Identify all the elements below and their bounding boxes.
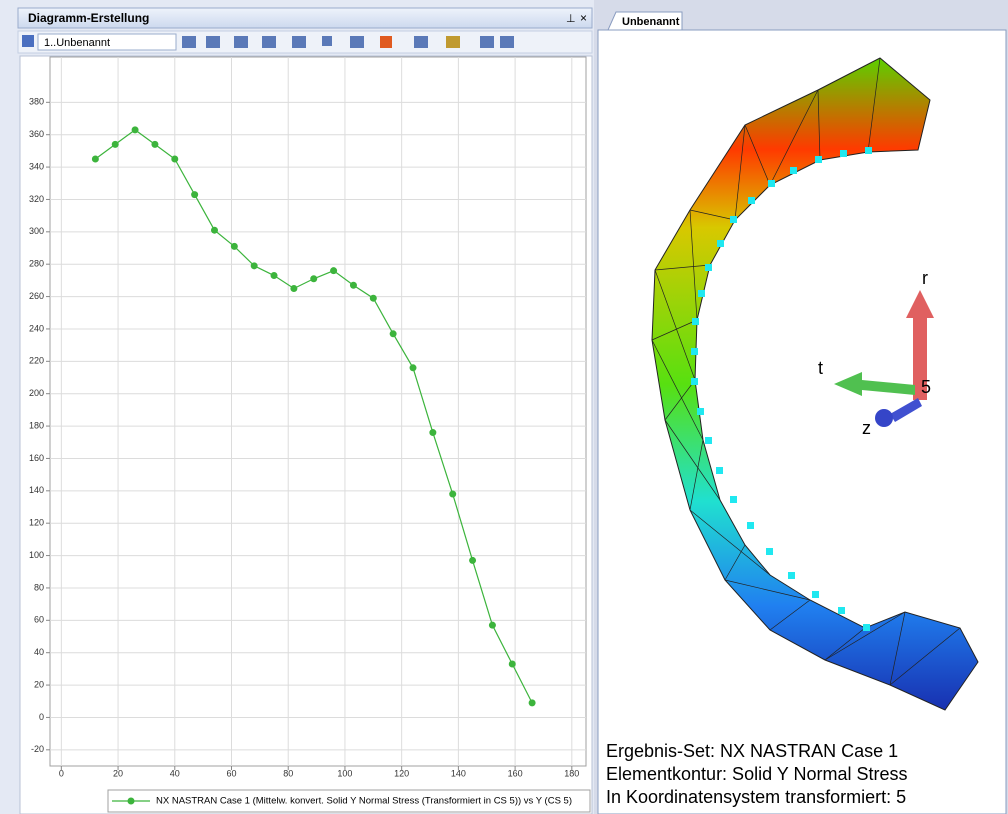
data-point <box>131 126 139 134</box>
data-point <box>429 429 437 437</box>
data-point <box>171 155 179 163</box>
legend <box>107 789 591 813</box>
dropdown-text: 1..Unbenannt <box>44 37 110 49</box>
data-point <box>488 621 496 629</box>
y-tick-label: 40 <box>34 647 44 657</box>
origin-label: 5 <box>921 377 931 397</box>
data-point <box>449 490 457 498</box>
chart-icon[interactable] <box>22 35 34 47</box>
y-tick-label: 200 <box>29 388 44 398</box>
y-tick-label: 260 <box>29 291 44 301</box>
node-markers <box>691 147 872 631</box>
data-point <box>369 294 377 302</box>
data-point <box>389 330 397 338</box>
y-tick-label: 80 <box>34 582 44 592</box>
y-tick-label: 380 <box>29 97 44 107</box>
info-line: In Koordinatensystem transformiert: 5 <box>606 787 906 807</box>
data-point <box>151 140 159 148</box>
y-tick-label: 360 <box>29 129 44 139</box>
plot-area <box>49 56 587 767</box>
data-point <box>310 275 318 283</box>
data-point <box>230 242 238 250</box>
y-tick-label: 60 <box>34 615 44 625</box>
data-point <box>250 262 258 270</box>
data-point <box>330 267 338 275</box>
panel-titlebar <box>17 7 593 29</box>
axis-r-label: r <box>922 268 928 288</box>
info-line: Elementkontur: Solid Y Normal Stress <box>606 764 907 784</box>
y-tick-label: 100 <box>29 550 44 560</box>
info-line: Ergebnis-Set: NX NASTRAN Case 1 <box>606 741 898 761</box>
y-tick-label: -20 <box>31 744 44 754</box>
data-point <box>409 364 417 372</box>
data-point <box>528 699 536 707</box>
axis-z-label: z <box>862 418 871 438</box>
y-tick-label: 220 <box>29 356 44 366</box>
toolbar-icons[interactable] <box>182 36 514 48</box>
legend-label: NX NASTRAN Case 1 (Mittelw. konvert. Sol… <box>156 796 572 807</box>
dropdown[interactable] <box>37 33 177 51</box>
y-tick-label: 0 <box>39 712 44 722</box>
x-tick-label: 0 <box>59 768 64 778</box>
data-point <box>91 155 99 163</box>
data-point <box>111 140 119 148</box>
data-point <box>270 272 278 280</box>
y-tick-label: 160 <box>29 453 44 463</box>
data-point <box>508 660 516 668</box>
x-tick-label: 100 <box>337 768 352 778</box>
x-tick-label: 60 <box>226 768 236 778</box>
close-icon[interactable]: × <box>580 11 587 25</box>
x-tick-label: 80 <box>283 768 293 778</box>
y-tick-label: 340 <box>29 161 44 171</box>
axis-t-label: t <box>818 358 823 378</box>
legend-swatch-dot <box>127 797 135 805</box>
y-tick-label: 280 <box>29 259 44 269</box>
axis-triad <box>834 290 934 427</box>
tab-label: Unbenannt <box>622 16 680 28</box>
data-point <box>469 556 477 564</box>
pin-icon[interactable]: ⊥ <box>566 13 576 25</box>
x-tick-label: 140 <box>451 768 466 778</box>
mesh-lines <box>651 57 961 686</box>
x-tick-label: 40 <box>170 768 180 778</box>
y-tick-label: 120 <box>29 518 44 528</box>
data-point <box>210 226 218 234</box>
y-tick-label: 140 <box>29 485 44 495</box>
y-tick-label: 180 <box>29 420 44 430</box>
x-tick-label: 160 <box>508 768 523 778</box>
y-tick-label: 240 <box>29 323 44 333</box>
data-point <box>191 191 199 199</box>
x-tick-label: 120 <box>394 768 409 778</box>
x-tick-label: 20 <box>113 768 123 778</box>
panel-title: Diagramm-Erstellung <box>28 11 149 25</box>
x-tick-label: 180 <box>564 768 579 778</box>
y-tick-label: 20 <box>34 679 44 689</box>
y-tick-label: 320 <box>29 194 44 204</box>
y-tick-label: 300 <box>29 226 44 236</box>
data-point <box>349 281 357 289</box>
data-point <box>290 284 298 292</box>
